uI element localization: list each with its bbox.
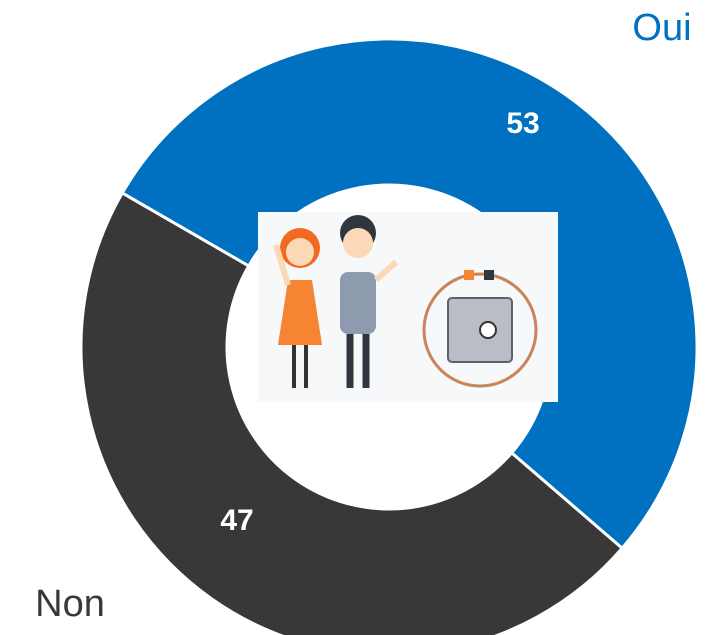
lock [484, 270, 494, 280]
lock [464, 270, 474, 280]
category-label: Oui [632, 7, 691, 49]
center-illustration [258, 212, 558, 402]
safe-dial [480, 322, 496, 338]
chart: Oui Non 53 47 [0, 0, 705, 635]
woman-face [286, 238, 314, 266]
value-label: 53 [506, 107, 539, 140]
category-label: Non [35, 583, 105, 625]
man-face [343, 228, 373, 258]
value-label: 47 [220, 504, 253, 537]
man-shirt [340, 272, 376, 334]
